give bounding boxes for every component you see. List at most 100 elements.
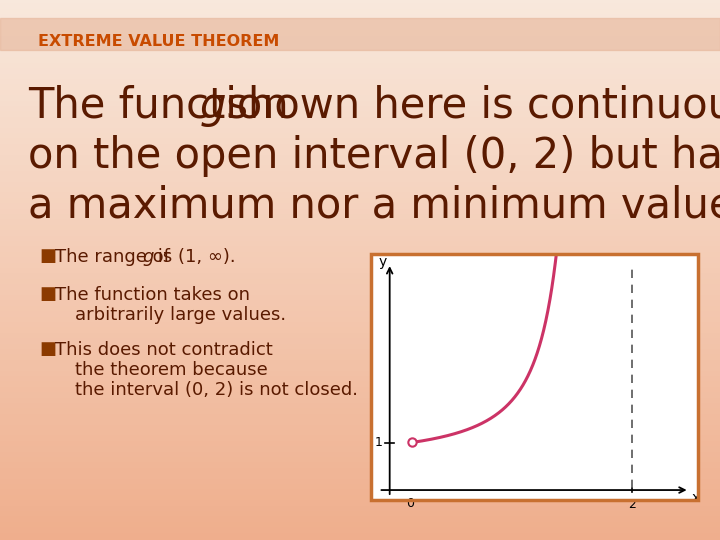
Bar [0, 339, 720, 346]
Bar [0, 355, 720, 362]
Bar [0, 269, 720, 275]
Bar [0, 150, 720, 157]
Bar [0, 247, 720, 254]
Text: shown here is continuous: shown here is continuous [213, 85, 720, 127]
Bar [0, 291, 720, 297]
Bar [0, 91, 720, 97]
Bar [0, 372, 720, 378]
Bar [0, 204, 720, 211]
Bar [0, 393, 720, 400]
Text: g: g [200, 85, 226, 127]
Bar [0, 485, 720, 491]
Bar [0, 183, 720, 189]
Text: 1: 1 [374, 436, 382, 449]
Bar [0, 42, 720, 49]
Bar [371, 254, 698, 500]
Bar [0, 490, 720, 497]
Bar [0, 307, 720, 313]
Bar [0, 80, 720, 86]
Bar [0, 139, 720, 146]
Bar [0, 501, 720, 508]
Bar [0, 345, 720, 351]
Bar [0, 156, 720, 162]
Bar [0, 4, 720, 11]
Bar [0, 215, 720, 221]
Bar [0, 26, 720, 32]
Bar [0, 388, 720, 394]
Bar [0, 328, 720, 335]
Text: The range of: The range of [55, 248, 176, 266]
Text: ■: ■ [39, 340, 56, 358]
Bar [0, 458, 720, 464]
Bar [0, 409, 720, 416]
Bar [0, 10, 720, 16]
Bar [0, 318, 720, 324]
Bar [0, 399, 720, 405]
Bar [0, 426, 720, 432]
Bar [0, 280, 720, 286]
Text: ■: ■ [39, 247, 56, 265]
Bar [0, 436, 720, 443]
Bar [0, 420, 720, 427]
Bar [0, 361, 720, 367]
Text: x: x [692, 491, 700, 505]
Text: the theorem because: the theorem because [75, 361, 268, 379]
Bar [0, 469, 720, 475]
Bar [0, 253, 720, 259]
Bar [0, 75, 720, 81]
Text: ■: ■ [39, 285, 56, 303]
Bar [0, 129, 720, 135]
Text: 0: 0 [405, 497, 414, 510]
Bar [0, 274, 720, 281]
Bar [0, 69, 720, 76]
Bar [0, 112, 720, 119]
Bar [0, 199, 720, 205]
Bar [0, 31, 720, 38]
Bar [0, 172, 720, 178]
Bar [0, 496, 720, 502]
Bar [0, 377, 720, 383]
Bar [0, 231, 720, 238]
Bar [0, 18, 720, 50]
Bar [0, 242, 720, 248]
Bar [0, 102, 720, 108]
Bar [0, 334, 720, 340]
Bar [0, 237, 720, 243]
Text: is (1, ∞).: is (1, ∞). [152, 248, 235, 266]
Bar [0, 58, 720, 65]
Bar [0, 0, 720, 5]
Bar [0, 285, 720, 292]
Bar [0, 323, 720, 329]
Bar [0, 382, 720, 389]
Bar [0, 64, 720, 70]
Bar [0, 523, 720, 529]
Bar [0, 193, 720, 200]
Bar [0, 96, 720, 103]
Bar [0, 85, 720, 92]
Bar [0, 188, 720, 194]
Bar [0, 48, 720, 54]
Bar [0, 312, 720, 319]
Bar [0, 366, 720, 373]
Bar [0, 534, 720, 540]
Bar [0, 210, 720, 216]
Bar [0, 258, 720, 265]
Bar [0, 404, 720, 410]
Bar [0, 15, 720, 22]
Bar [0, 463, 720, 470]
Bar [0, 442, 720, 448]
Bar [0, 134, 720, 140]
Text: This does not contradict: This does not contradict [55, 341, 273, 359]
Text: The function: The function [28, 85, 302, 127]
Bar [0, 528, 720, 535]
Text: EXTREME VALUE THEOREM: EXTREME VALUE THEOREM [38, 34, 279, 49]
Bar [0, 161, 720, 167]
Bar [0, 517, 720, 524]
Text: 2: 2 [628, 498, 636, 511]
Bar [0, 166, 720, 173]
Bar [0, 123, 720, 130]
Bar [0, 226, 720, 232]
Text: a maximum nor a minimum value.: a maximum nor a minimum value. [28, 185, 720, 227]
Bar [0, 512, 720, 518]
Bar [0, 37, 720, 43]
